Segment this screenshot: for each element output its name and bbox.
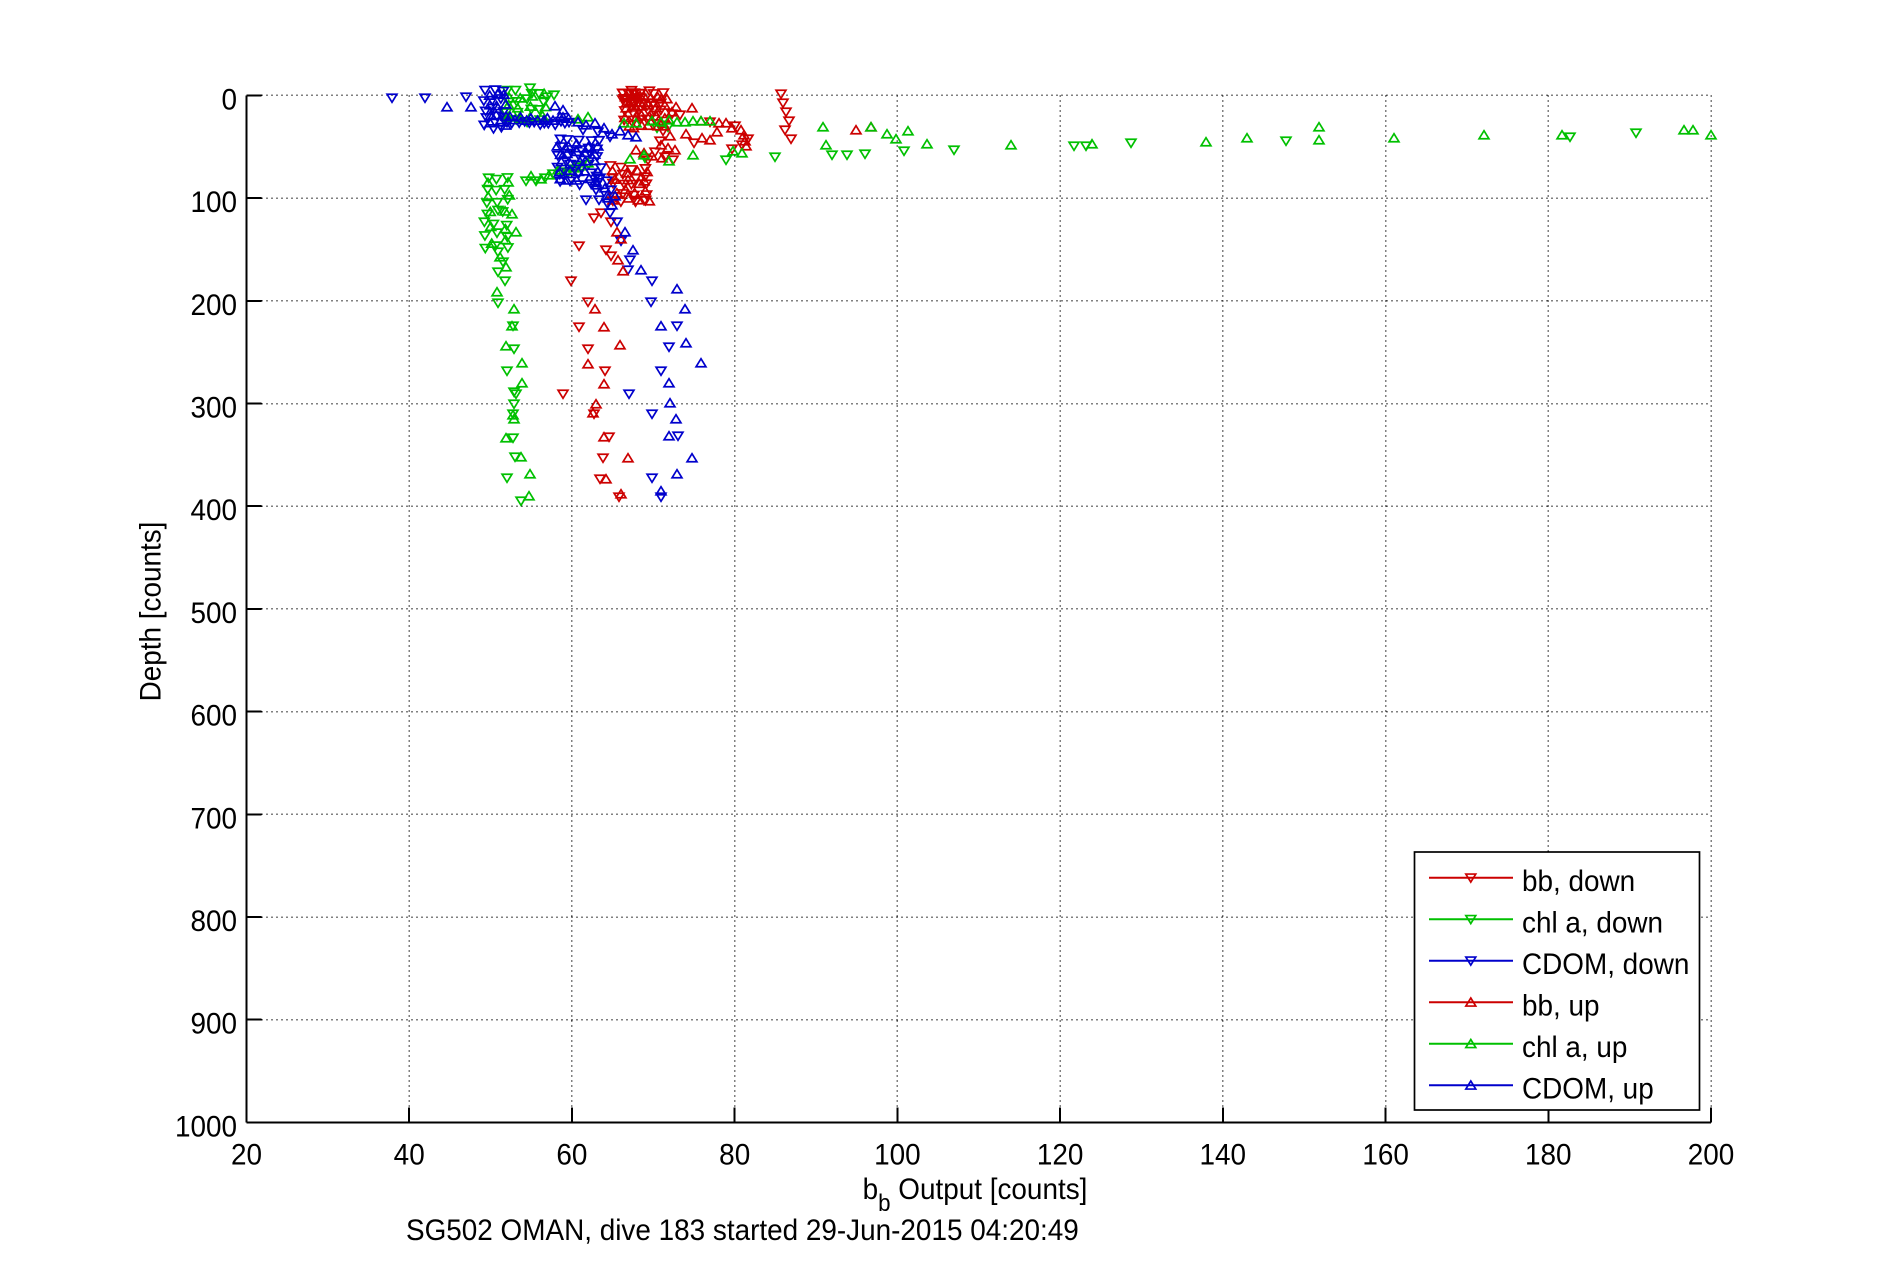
svg-text:40: 40	[394, 1139, 425, 1172]
svg-text:600: 600	[190, 700, 237, 733]
svg-text:200: 200	[1688, 1139, 1735, 1172]
svg-text:20: 20	[231, 1139, 262, 1172]
svg-text:0: 0	[221, 84, 237, 117]
svg-text:chl a, down: chl a, down	[1522, 906, 1663, 939]
svg-text:800: 800	[190, 905, 237, 938]
svg-text:140: 140	[1200, 1139, 1247, 1172]
svg-text:SG502 OMAN, dive 183 started 2: SG502 OMAN, dive 183 started 29-Jun-2015…	[406, 1214, 1079, 1247]
svg-text:100: 100	[874, 1139, 921, 1172]
svg-text:100: 100	[190, 186, 237, 219]
svg-text:180: 180	[1525, 1139, 1572, 1172]
svg-text:700: 700	[190, 802, 237, 835]
svg-text:chl a, up: chl a, up	[1522, 1031, 1627, 1064]
svg-text:60: 60	[556, 1139, 587, 1172]
svg-text:Depth [counts]: Depth [counts]	[135, 522, 168, 702]
svg-text:bb, down: bb, down	[1522, 865, 1635, 898]
svg-text:1000: 1000	[175, 1111, 237, 1144]
svg-text:300: 300	[190, 392, 237, 425]
svg-text:400: 400	[190, 494, 237, 527]
svg-text:160: 160	[1362, 1139, 1409, 1172]
svg-text:500: 500	[190, 597, 237, 630]
svg-text:900: 900	[190, 1008, 237, 1041]
svg-text:120: 120	[1037, 1139, 1084, 1172]
svg-text:CDOM, down: CDOM, down	[1522, 948, 1689, 981]
svg-text:80: 80	[719, 1139, 750, 1172]
svg-text:200: 200	[190, 289, 237, 322]
svg-text:CDOM, up: CDOM, up	[1522, 1072, 1654, 1105]
svg-text:bb, up: bb, up	[1522, 989, 1600, 1022]
